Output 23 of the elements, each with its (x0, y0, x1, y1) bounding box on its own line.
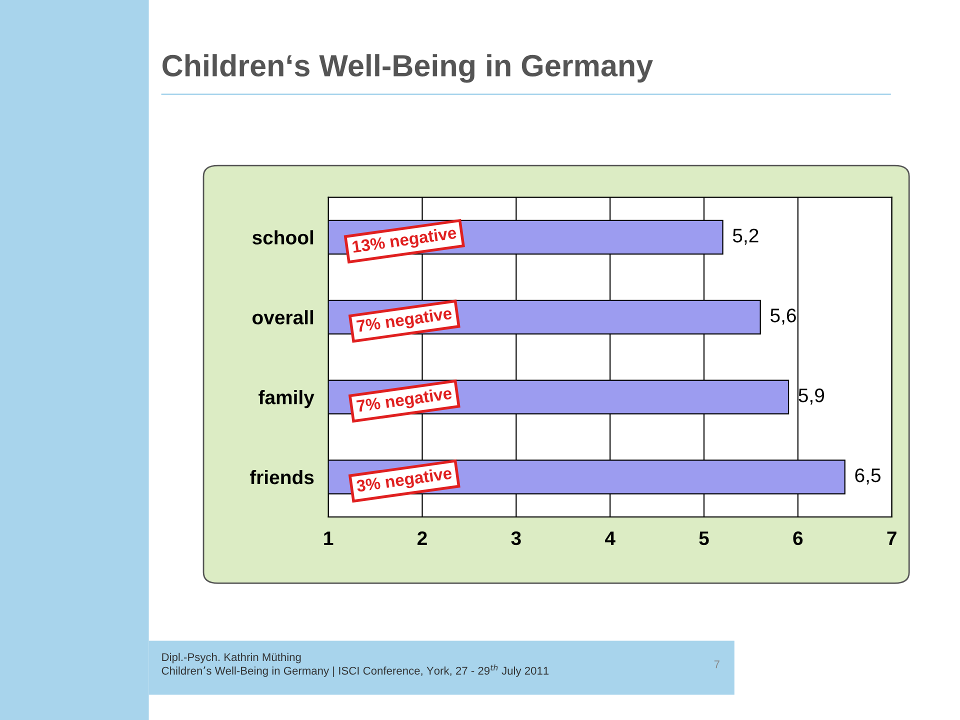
x-tick-label: 5 (699, 532, 709, 546)
text: 7 (714, 660, 720, 668)
x-tick-label: 7 (887, 532, 896, 545)
y-tick-label: family (258, 390, 314, 408)
y-tick-label: school (252, 230, 314, 244)
data-label: 5,9 (798, 388, 824, 405)
text: Children’s Well-Being in Germany | ISCI Conference, York, 27 - 29$^{th}$ July 2011 (162, 664, 549, 677)
data-label: 5,2 (732, 228, 758, 245)
x-tick-label: 3 (511, 531, 521, 546)
y-tick-label: overall (252, 310, 314, 324)
annotation: 13% negative (352, 226, 458, 256)
data-label: 5,6 (770, 308, 796, 325)
annotation: 7% negative (356, 386, 453, 416)
x-tick-label: 4 (604, 532, 616, 545)
annotation: 3% negative (356, 466, 453, 496)
annotation: 7% negative (356, 306, 453, 336)
x-tick-label: 1 (324, 532, 334, 545)
x-tick-label: 6 (793, 531, 803, 546)
text: Dipl.-Psych. Kathrin Müthing (162, 652, 301, 664)
x-tick-label: 2 (418, 531, 427, 545)
chart-title: Children‘s Well-Being in Germany (162, 54, 653, 83)
y-tick-label: friends (250, 470, 314, 484)
data-label: 6,5 (855, 468, 880, 485)
